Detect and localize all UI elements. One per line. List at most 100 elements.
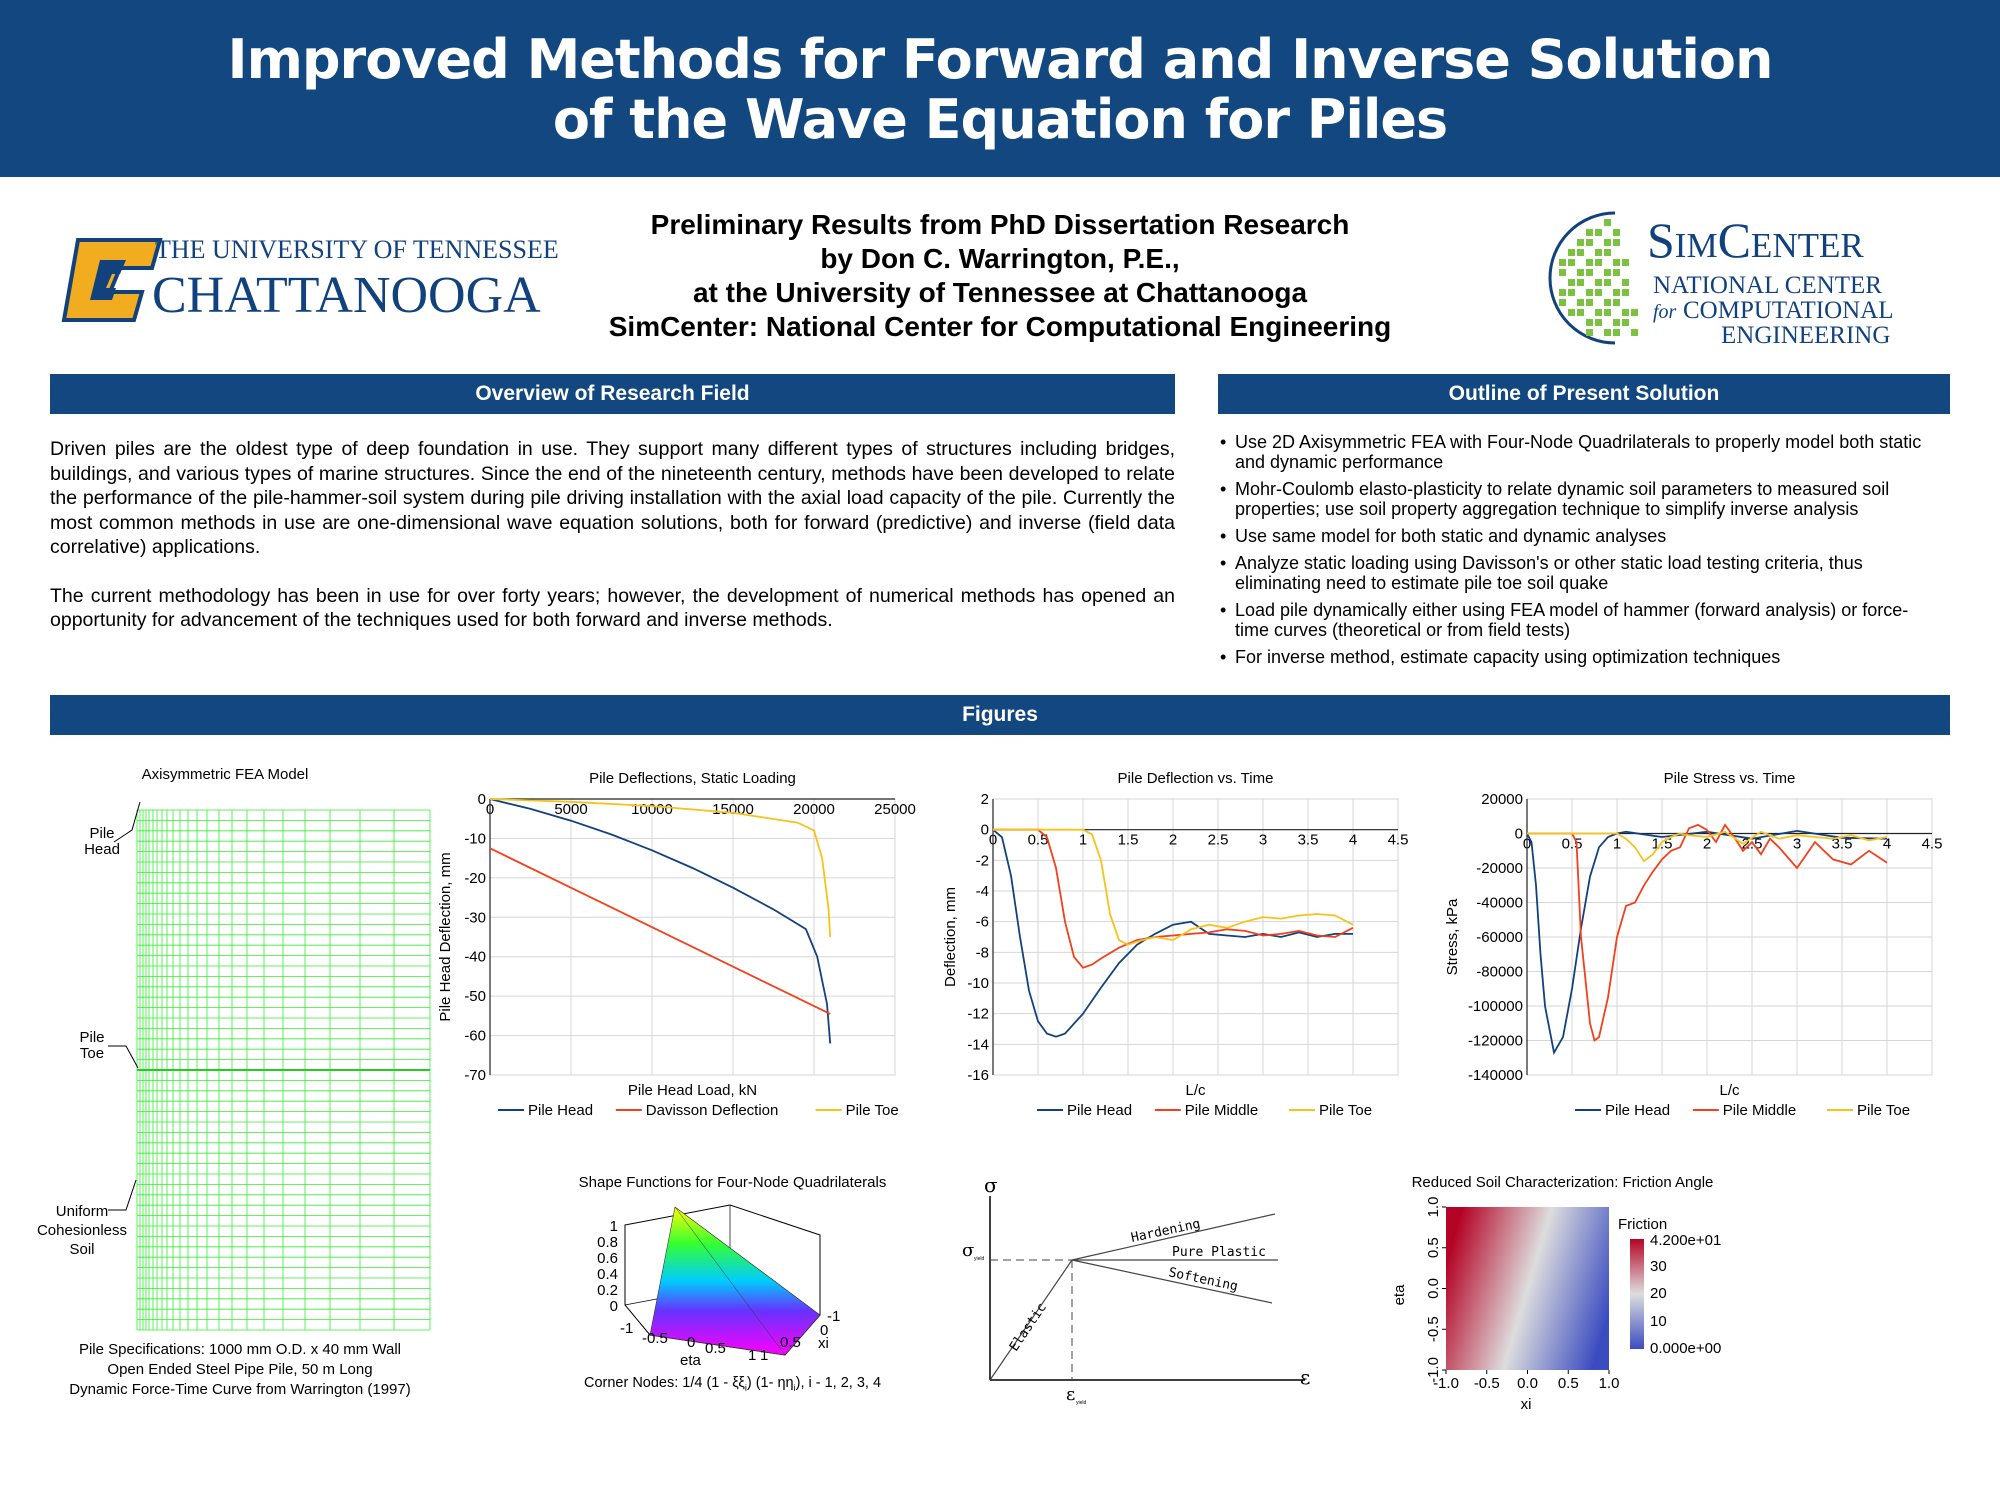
globe-dot	[1568, 249, 1575, 256]
outline-item: Use 2D Axisymmetric FEA with Four-Node Q…	[1220, 432, 1940, 472]
globe-dot	[1586, 299, 1593, 306]
simcenter-line-4: ENGINEERING	[1721, 322, 1890, 349]
utc-line-1: THE UNIVERSITY OF TENNESSEE	[155, 235, 559, 264]
shape-z-tick: 0.8	[597, 1234, 618, 1251]
x-tick-label: 1.5	[1118, 832, 1139, 849]
y-tick-label: -14	[967, 1036, 989, 1053]
outline-item: Analyze static loading using Davisson's …	[1220, 553, 1940, 593]
x-tick-label: 5000	[554, 801, 587, 818]
plot-area	[490, 799, 895, 1075]
shape-xi-tick: 0.5	[780, 1334, 801, 1351]
globe-dot	[1613, 289, 1620, 296]
globe-dot	[1604, 219, 1611, 226]
shape-z-tick: 0	[610, 1298, 618, 1315]
pile-head-arrow	[114, 802, 140, 842]
y-tick-label: -12	[967, 1006, 989, 1023]
overview-text: Driven piles are the oldest type of deep…	[50, 437, 1175, 657]
globe-dot	[1631, 329, 1638, 336]
soil-field	[1446, 1207, 1609, 1370]
x-tick-label: 3	[1259, 832, 1267, 849]
soil-x-tick-label: 0.5	[1558, 1375, 1579, 1392]
y-tick-label: -10	[464, 830, 486, 847]
x-axis-label: Pile Head Load, kN	[628, 1082, 757, 1099]
x-tick-label: 4.5	[1388, 832, 1409, 849]
y-tick-label: -6	[976, 914, 989, 931]
y-tick-label: -70	[464, 1067, 486, 1084]
y-tick-label: -120000	[1468, 1033, 1523, 1050]
subtitle-line-3: at the University of Tennessee at Chatta…	[560, 276, 1440, 310]
globe-dot	[1595, 249, 1602, 256]
y-tick-label: -140000	[1468, 1067, 1523, 1084]
subtitle-line-1: Preliminary Results from PhD Dissertatio…	[560, 208, 1440, 242]
colorbar-tick: 20	[1650, 1285, 1667, 1302]
shape-caption-c: ), i - 1, 2, 3, 4	[796, 1375, 881, 1391]
globe-dot	[1559, 269, 1566, 276]
y-axis-label: Stress, kPa	[1444, 898, 1461, 975]
y-axis-label: Pile Head Deflection, mm	[437, 852, 454, 1021]
x-tick-label: 2	[1703, 836, 1711, 853]
chart-title: Pile Deflections, Static Loading	[589, 770, 796, 787]
simcenter-line-1: SimCenter	[1647, 212, 1864, 268]
globe-dot	[1577, 309, 1584, 316]
label-soil-3: Soil	[69, 1241, 94, 1258]
x-axis-label: L/c	[1719, 1082, 1740, 1099]
x-tick-label: 2	[1169, 832, 1177, 849]
y-tick-label: -40000	[1476, 895, 1523, 912]
globe-dot	[1577, 269, 1584, 276]
soil-xlabel: xi	[1521, 1396, 1532, 1413]
globe-dot	[1595, 289, 1602, 296]
simcenter-logo: SimCenter NATIONAL CENTER for COMPUTATIO…	[1545, 205, 1925, 355]
globe-dot	[1586, 329, 1593, 336]
globe-dot	[1613, 239, 1620, 246]
pure-plastic-label: Pure Plastic	[1172, 1245, 1266, 1260]
outline-header: Outline of Present Solution	[1218, 374, 1950, 414]
overview-paragraph-1: Driven piles are the oldest type of deep…	[50, 437, 1175, 560]
colorbar-tick: 4.200e+01	[1650, 1232, 1721, 1249]
y-tick-label: -50	[464, 988, 486, 1005]
globe-dot	[1595, 229, 1602, 236]
fea-caption: Pile Specifications: 1000 mm O.D. x 40 m…	[40, 1340, 440, 1400]
simcenter-line-2: NATIONAL CENTER	[1653, 272, 1882, 299]
globe-dot	[1622, 279, 1629, 286]
x-tick-label: 10000	[631, 801, 673, 818]
utc-c-icon	[64, 240, 160, 320]
soil-x-tick-label: 1.0	[1599, 1375, 1620, 1392]
shape-caption-a: Corner Nodes: 1/4 (1 - ξξ	[584, 1375, 745, 1391]
y-tick-label: -60000	[1476, 929, 1523, 946]
plot-area	[993, 799, 1398, 1075]
shape-eta-tick: 0.5	[705, 1340, 726, 1357]
hardening-label: Hardening	[1130, 1217, 1202, 1246]
globe-dot	[1577, 249, 1584, 256]
globe-dot	[1568, 279, 1575, 286]
globe-dot	[1604, 329, 1611, 336]
x-tick-label: 3.5	[1298, 832, 1319, 849]
y-tick-label: -80000	[1476, 964, 1523, 981]
colorbar-tick: 30	[1650, 1258, 1667, 1275]
y-tick-label: 2	[981, 791, 989, 808]
overview-paragraph-2: The current methodology has been in use …	[50, 584, 1175, 633]
sigma-label: σ	[984, 1173, 998, 1197]
colorbar-tick: 0.000e+00	[1650, 1340, 1721, 1357]
y-tick-label: -8	[976, 944, 989, 961]
colorbar-tick: 10	[1650, 1313, 1667, 1330]
globe-dot	[1568, 289, 1575, 296]
soil-y-tick-label: -0.5	[1425, 1316, 1442, 1342]
globe-dot	[1559, 259, 1566, 266]
soil-y-tick-label: 0.5	[1425, 1237, 1442, 1258]
globe-dot	[1559, 289, 1566, 296]
label-pile-toe-2: Toe	[80, 1045, 104, 1062]
globe-dot	[1613, 319, 1620, 326]
globe-dot	[1622, 259, 1629, 266]
outline-item: For inverse method, estimate capacity us…	[1220, 647, 1940, 667]
globe-dot	[1604, 279, 1611, 286]
globe-dot	[1613, 299, 1620, 306]
globe-dot	[1604, 249, 1611, 256]
legend-label: Pile Middle	[1723, 1102, 1796, 1119]
globe-dot	[1604, 309, 1611, 316]
shape-z-tick: 1	[610, 1218, 618, 1235]
globe-dot	[1604, 269, 1611, 276]
shape-function-plot: 1 0.8 0.6 0.4 0.2 0 -1 -0.5 0 0.5 1 eta …	[580, 1195, 880, 1370]
elastic-label: Elastic	[1007, 1300, 1050, 1354]
y-tick-label: -20000	[1476, 860, 1523, 877]
x-tick-label: 1	[1079, 832, 1087, 849]
